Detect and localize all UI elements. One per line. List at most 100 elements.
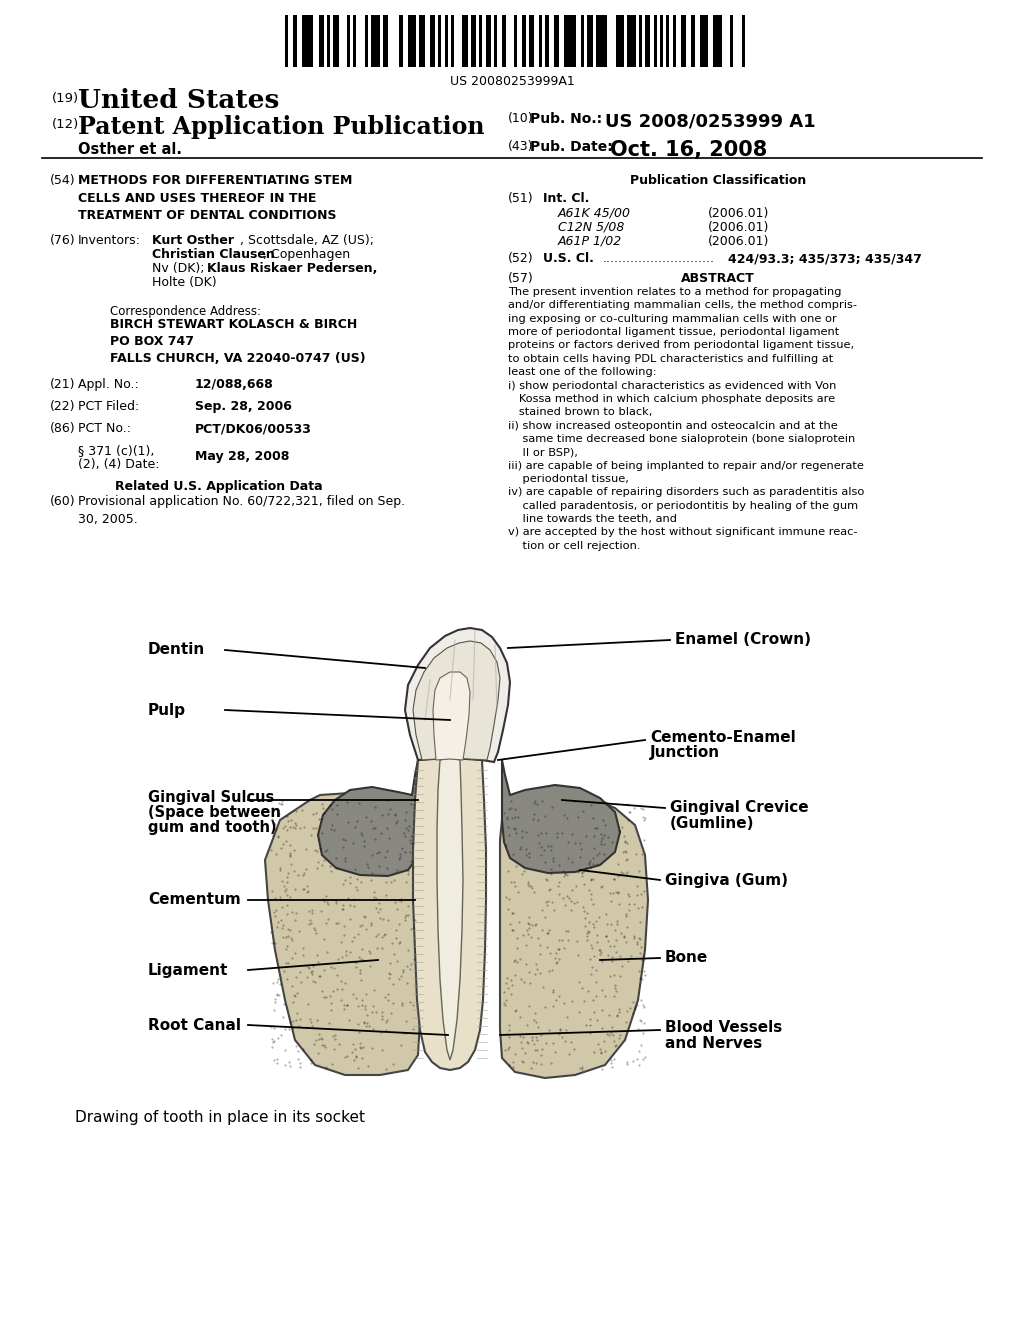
Polygon shape — [406, 628, 510, 762]
Text: Pulp: Pulp — [148, 702, 186, 718]
Text: Cemento-Enamel: Cemento-Enamel — [650, 730, 796, 744]
Bar — [383, 15, 388, 67]
Text: 424/93.3; 435/373; 435/347: 424/93.3; 435/373; 435/347 — [728, 252, 922, 265]
Text: (60): (60) — [50, 495, 76, 508]
Text: Sep. 28, 2006: Sep. 28, 2006 — [195, 400, 292, 413]
Bar — [667, 15, 670, 67]
Bar — [659, 15, 664, 67]
Bar — [438, 15, 441, 67]
Text: US 2008/0253999 A1: US 2008/0253999 A1 — [605, 112, 816, 129]
Bar — [714, 15, 722, 67]
Bar — [302, 15, 313, 67]
Polygon shape — [500, 793, 648, 1078]
Bar — [365, 15, 368, 67]
Bar — [294, 15, 297, 67]
Bar — [554, 15, 559, 67]
Bar — [485, 15, 490, 67]
Bar — [430, 15, 435, 67]
Text: Int. Cl.: Int. Cl. — [543, 191, 590, 205]
Text: Enamel (Crown): Enamel (Crown) — [675, 632, 811, 648]
Bar — [628, 15, 636, 67]
Text: Junction: Junction — [650, 744, 720, 760]
Bar — [564, 15, 575, 67]
Text: (21): (21) — [50, 378, 76, 391]
Text: (Space between: (Space between — [148, 805, 281, 820]
Bar — [741, 15, 745, 67]
Text: gum and tooth): gum and tooth) — [148, 820, 276, 836]
Text: The present invention relates to a method for propagating
and/or differentiating: The present invention relates to a metho… — [508, 286, 864, 550]
Text: Appl. No.:: Appl. No.: — [78, 378, 138, 391]
Text: A61K 45/00: A61K 45/00 — [558, 207, 631, 220]
Text: Osther et al.: Osther et al. — [78, 143, 182, 157]
Bar — [318, 15, 324, 67]
Text: Provisional application No. 60/722,321, filed on Sep.
30, 2005.: Provisional application No. 60/722,321, … — [78, 495, 406, 525]
Bar — [420, 15, 425, 67]
Text: (52): (52) — [508, 252, 534, 265]
Bar — [615, 15, 625, 67]
Text: Gingival Crevice: Gingival Crevice — [670, 800, 809, 814]
Polygon shape — [437, 758, 463, 1060]
Text: PCT Filed:: PCT Filed: — [78, 400, 139, 413]
Bar — [540, 15, 543, 67]
Text: Klaus Riskaer Pedersen,: Klaus Riskaer Pedersen, — [207, 261, 378, 275]
Text: U.S. Cl.: U.S. Cl. — [543, 252, 594, 265]
Polygon shape — [502, 760, 620, 873]
Polygon shape — [265, 793, 420, 1074]
Text: Blood Vessels: Blood Vessels — [665, 1020, 782, 1035]
Text: (86): (86) — [50, 422, 76, 436]
Bar — [371, 15, 380, 67]
Text: United States: United States — [78, 88, 280, 114]
Text: (2), (4) Date:: (2), (4) Date: — [78, 458, 160, 471]
Text: (2006.01): (2006.01) — [708, 220, 769, 234]
Bar — [582, 15, 585, 67]
Bar — [444, 15, 447, 67]
Text: Dentin: Dentin — [148, 643, 205, 657]
Text: Oct. 16, 2008: Oct. 16, 2008 — [610, 140, 767, 160]
Text: ABSTRACT: ABSTRACT — [681, 272, 755, 285]
Text: § 371 (c)(1),: § 371 (c)(1), — [78, 444, 155, 457]
Bar — [522, 15, 525, 67]
Text: , Copenhagen: , Copenhagen — [263, 248, 350, 261]
Text: C12N 5/08: C12N 5/08 — [558, 220, 625, 234]
Text: Root Canal: Root Canal — [148, 1018, 241, 1032]
Text: Gingiva (Gum): Gingiva (Gum) — [665, 873, 788, 887]
Polygon shape — [413, 642, 500, 760]
Bar — [399, 15, 402, 67]
Bar — [645, 15, 650, 67]
Text: (43): (43) — [508, 140, 534, 153]
Text: Nv (DK);: Nv (DK); — [152, 261, 205, 275]
Text: Pub. No.:: Pub. No.: — [530, 112, 602, 125]
Text: and Nerves: and Nerves — [665, 1036, 762, 1051]
Text: (10): (10) — [508, 112, 534, 125]
Text: Pub. Date:: Pub. Date: — [530, 140, 612, 154]
Bar — [479, 15, 482, 67]
Bar — [503, 15, 506, 67]
Text: (54): (54) — [50, 174, 76, 187]
Text: May 28, 2008: May 28, 2008 — [195, 450, 290, 463]
Text: Bone: Bone — [665, 950, 709, 965]
Text: Inventors:: Inventors: — [78, 234, 141, 247]
Bar — [347, 15, 350, 67]
Text: (22): (22) — [50, 400, 76, 413]
Text: , Scottsdale, AZ (US);: , Scottsdale, AZ (US); — [240, 234, 374, 247]
Text: BIRCH STEWART KOLASCH & BIRCH
PO BOX 747
FALLS CHURCH, VA 22040-0747 (US): BIRCH STEWART KOLASCH & BIRCH PO BOX 747… — [110, 318, 366, 366]
Text: (2006.01): (2006.01) — [708, 235, 769, 248]
Text: METHODS FOR DIFFERENTIATING STEM
CELLS AND USES THEREOF IN THE
TREATMENT OF DENT: METHODS FOR DIFFERENTIATING STEM CELLS A… — [78, 174, 352, 222]
Text: Gingival Sulcus: Gingival Sulcus — [148, 789, 274, 805]
Bar — [691, 15, 694, 67]
Bar — [730, 15, 733, 67]
Bar — [285, 15, 288, 67]
Text: A61P 1/02: A61P 1/02 — [558, 235, 623, 248]
Text: Patent Application Publication: Patent Application Publication — [78, 115, 484, 139]
Text: ............................: ............................ — [603, 252, 715, 265]
Text: Christian Clausen: Christian Clausen — [152, 248, 274, 261]
Text: Related U.S. Application Data: Related U.S. Application Data — [115, 480, 323, 492]
Bar — [653, 15, 656, 67]
Bar — [596, 15, 607, 67]
Bar — [528, 15, 534, 67]
Text: US 20080253999A1: US 20080253999A1 — [450, 75, 574, 88]
Text: Drawing of tooth in place in its socket: Drawing of tooth in place in its socket — [75, 1110, 365, 1125]
Bar — [463, 15, 468, 67]
Text: Ligament: Ligament — [148, 962, 228, 978]
Bar — [494, 15, 497, 67]
